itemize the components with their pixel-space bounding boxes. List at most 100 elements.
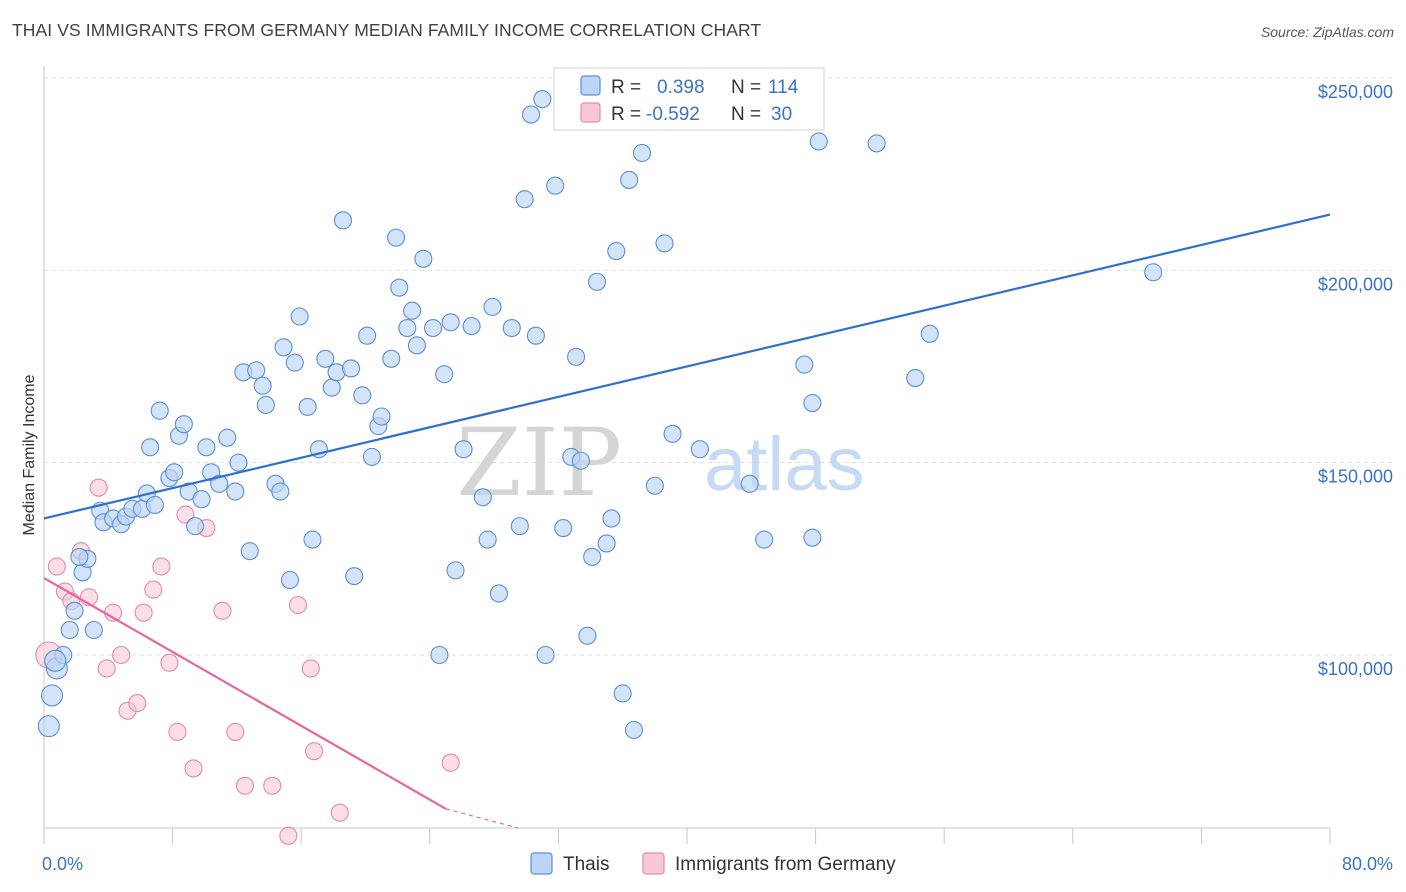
point-thais <box>407 336 426 355</box>
point-germany <box>288 595 308 615</box>
point-thais <box>141 438 160 457</box>
point-thais <box>613 684 632 703</box>
point-thais <box>145 495 164 515</box>
point-thais <box>906 368 925 388</box>
point-thais <box>303 530 322 549</box>
point-thais <box>522 105 541 124</box>
point-thais <box>795 355 814 374</box>
point-thais <box>398 318 417 338</box>
point-thais <box>583 547 602 566</box>
point-thais <box>1144 263 1163 282</box>
point-germany <box>213 601 232 620</box>
point-germany <box>330 803 349 822</box>
point-thais <box>803 393 822 413</box>
point-thais <box>84 620 103 640</box>
point-thais <box>60 620 79 640</box>
point-thais <box>290 307 309 326</box>
point-thais <box>322 378 341 397</box>
point-thais <box>274 338 293 357</box>
source-credit: Source: ZipAtlas.com <box>1260 24 1394 40</box>
point-thais <box>403 301 422 320</box>
point-thais <box>390 278 409 297</box>
point-thais <box>571 451 590 470</box>
point-thais <box>578 626 597 645</box>
point-germany <box>184 759 203 778</box>
point-germany <box>160 653 179 672</box>
point-thais <box>226 482 245 501</box>
point-thais <box>536 645 555 665</box>
stats-legend: R = 0.398 N = 114 R = -0.592 N = 30 <box>553 67 825 131</box>
watermark-atlas: atlas <box>704 422 865 507</box>
x-tick-min: 0.0% <box>42 854 83 874</box>
point-germany <box>226 722 245 741</box>
point-thais <box>240 542 259 561</box>
point-germany <box>89 478 108 497</box>
point-thais <box>40 684 64 707</box>
bottom-legend-thais: Thais <box>563 854 609 875</box>
point-thais <box>602 509 621 528</box>
point-thais <box>165 463 184 482</box>
point-thais <box>316 349 335 368</box>
point-thais <box>210 474 229 493</box>
point-germany <box>235 776 254 795</box>
point-germany <box>134 603 153 622</box>
point-thais <box>740 474 759 493</box>
series-thais <box>37 90 1163 740</box>
point-thais <box>446 561 465 580</box>
legend-r-label-thais: R = <box>611 77 641 98</box>
point-thais <box>867 134 886 153</box>
point-thais <box>515 190 534 209</box>
point-germany <box>168 722 187 741</box>
point-thais <box>174 415 193 434</box>
point-thais <box>809 132 828 151</box>
point-thais <box>382 349 401 368</box>
point-thais <box>489 584 508 603</box>
point-thais <box>755 530 774 549</box>
point-thais <box>280 570 299 590</box>
legend-n-label-thais: N = <box>731 77 761 98</box>
legend-n-thais: 114 <box>768 77 799 98</box>
point-thais <box>587 272 607 291</box>
point-thais <box>271 482 290 501</box>
point-thais <box>607 242 626 261</box>
point-germany <box>112 645 131 665</box>
point-thais <box>430 645 449 665</box>
y-tick-label: $150,000 <box>1318 467 1393 487</box>
bottom-legend-swatch-thais <box>530 852 553 875</box>
point-thais <box>920 324 939 343</box>
point-germany <box>305 742 324 761</box>
point-thais <box>690 440 709 459</box>
legend-r-germany: -0.592 <box>646 104 700 125</box>
point-germany <box>144 580 163 599</box>
point-thais <box>526 326 545 345</box>
point-thais <box>44 649 67 672</box>
watermark: ZIP atlas <box>456 409 864 518</box>
point-thais <box>554 519 573 538</box>
point-germany <box>152 557 171 576</box>
bottom-legend-germany: Immigrants from Germany <box>675 854 896 875</box>
point-thais <box>345 567 364 586</box>
point-thais <box>478 530 497 549</box>
trend-lines <box>43 213 1331 829</box>
series-legend: Thais Immigrants from Germany <box>530 852 896 875</box>
point-thais <box>285 353 304 372</box>
point-germany <box>441 753 460 772</box>
legend-swatch-germany <box>580 102 601 123</box>
point-germany <box>47 557 66 576</box>
point-thais <box>473 488 492 507</box>
y-tick-label: $100,000 <box>1318 659 1393 679</box>
legend-n-label-germany: N = <box>731 104 761 125</box>
legend-n-germany: 30 <box>771 104 792 125</box>
point-thais <box>803 528 822 547</box>
point-germany <box>263 776 282 795</box>
point-thais <box>502 318 521 338</box>
point-thais <box>197 438 216 457</box>
point-thais <box>546 176 565 195</box>
point-germany <box>128 694 147 713</box>
legend-swatch-thais <box>580 75 601 96</box>
trend-line-thais <box>43 213 1331 520</box>
point-thais <box>372 407 391 426</box>
trend-line-germany <box>43 577 447 810</box>
point-thais <box>192 490 211 509</box>
